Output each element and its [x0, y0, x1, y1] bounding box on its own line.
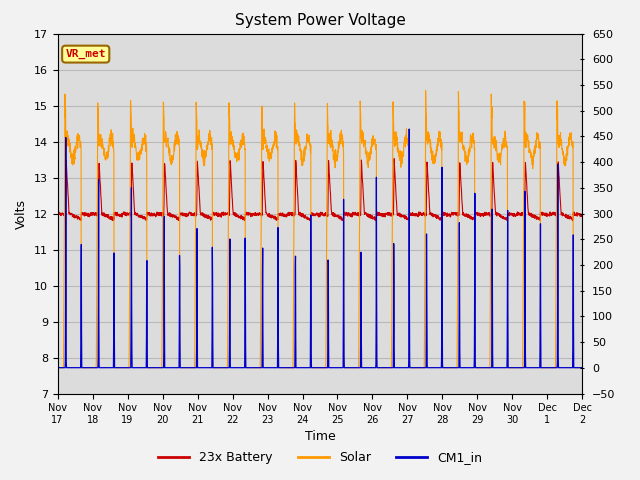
Title: System Power Voltage: System Power Voltage: [235, 13, 405, 28]
Y-axis label: Volts: Volts: [15, 199, 28, 228]
Legend: 23x Battery, Solar, CM1_in: 23x Battery, Solar, CM1_in: [153, 446, 487, 469]
Text: VR_met: VR_met: [65, 49, 106, 59]
X-axis label: Time: Time: [305, 431, 335, 444]
